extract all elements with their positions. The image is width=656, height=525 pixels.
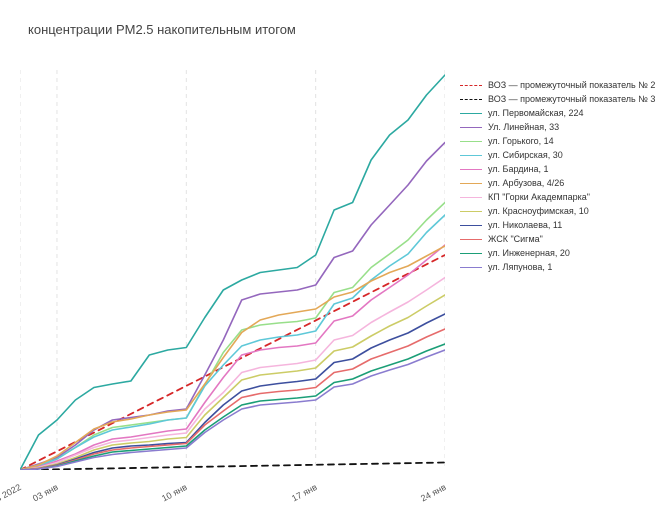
legend-swatch <box>460 141 482 142</box>
legend-item[interactable]: ул. Инженерная, 20 <box>460 246 655 260</box>
legend-item[interactable]: ул. Ляпунова, 1 <box>460 260 655 274</box>
legend-item[interactable]: ул. Сибирская, 30 <box>460 148 655 162</box>
legend-item[interactable]: ул. Арбузова, 4/26 <box>460 176 655 190</box>
legend-swatch <box>460 239 482 240</box>
x-tick-label: 10 янв <box>160 482 189 504</box>
legend-label: ул. Сибирская, 30 <box>488 148 563 162</box>
legend-swatch <box>460 253 482 254</box>
x-tick-label: 03 янв <box>31 482 60 504</box>
series-line <box>20 203 445 471</box>
legend-swatch <box>460 113 482 114</box>
legend-label: ул. Красноуфимская, 10 <box>488 204 589 218</box>
legend-swatch <box>460 211 482 212</box>
legend-label: ул. Арбузова, 4/26 <box>488 176 564 190</box>
series-line <box>20 246 445 470</box>
legend-item[interactable]: ВОЗ — промежуточный показатель № 3 <box>460 92 655 106</box>
legend-swatch <box>460 169 482 170</box>
legend-swatch <box>460 267 482 268</box>
legend-label: ул. Инженерная, 20 <box>488 246 570 260</box>
legend-item[interactable]: ул. Горького, 14 <box>460 134 655 148</box>
legend-label: ул. Горького, 14 <box>488 134 554 148</box>
legend-item[interactable]: Ул. Линейная, 33 <box>460 120 655 134</box>
legend-item[interactable]: ул. Красноуфимская, 10 <box>460 204 655 218</box>
legend-label: Ул. Линейная, 33 <box>488 120 559 134</box>
legend-label: ВОЗ — промежуточный показатель № 2 <box>488 78 655 92</box>
legend-swatch <box>460 85 482 86</box>
x-tick-label: 17 янв <box>290 482 319 504</box>
legend: ВОЗ — промежуточный показатель № 2ВОЗ — … <box>460 78 655 274</box>
legend-label: ул. Первомайская, 224 <box>488 106 583 120</box>
legend-item[interactable]: ул. Николаева, 11 <box>460 218 655 232</box>
legend-item[interactable]: КП "Горки Академпарка" <box>460 190 655 204</box>
legend-label: ул. Бардина, 1 <box>488 162 549 176</box>
legend-swatch <box>460 183 482 184</box>
legend-swatch <box>460 197 482 198</box>
legend-label: КП "Горки Академпарка" <box>488 190 590 204</box>
legend-label: ул. Николаева, 11 <box>488 218 562 232</box>
legend-label: ул. Ляпунова, 1 <box>488 260 552 274</box>
legend-label: ЖСК "Сигма" <box>488 232 543 246</box>
legend-label: ВОЗ — промежуточный показатель № 3 <box>488 92 655 106</box>
legend-item[interactable]: ул. Бардина, 1 <box>460 162 655 176</box>
legend-swatch <box>460 99 482 100</box>
legend-item[interactable]: ул. Первомайская, 224 <box>460 106 655 120</box>
legend-item[interactable]: ВОЗ — промежуточный показатель № 2 <box>460 78 655 92</box>
series-line <box>20 463 445 471</box>
x-tick-label: 01 янв 2022 <box>0 482 23 514</box>
legend-item[interactable]: ЖСК "Сигма" <box>460 232 655 246</box>
x-tick-label: 24 янв <box>419 482 448 504</box>
series-line <box>20 314 445 470</box>
series-line <box>20 143 445 471</box>
chart-title: концентрации PM2.5 накопительным итогом <box>28 22 296 37</box>
legend-swatch <box>460 127 482 128</box>
legend-swatch <box>460 225 482 226</box>
legend-swatch <box>460 155 482 156</box>
series-line <box>20 329 445 470</box>
line-chart <box>20 70 445 470</box>
